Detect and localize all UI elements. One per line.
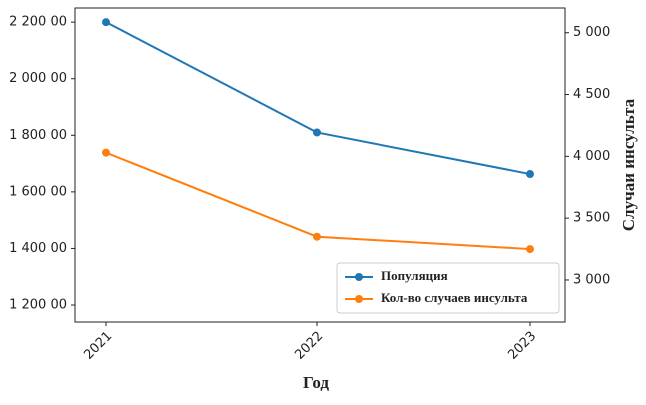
y2-tick-label: 4 500: [573, 87, 610, 102]
legend-label: Кол-во случаев инсульта: [381, 290, 528, 305]
y-tick-label: 1 800 00: [9, 128, 67, 143]
y2-tick-label: 4 000: [573, 149, 610, 164]
y2-tick-label: 3 500: [573, 211, 610, 226]
legend-marker: [355, 273, 363, 281]
y-tick-label: 2 200 00: [9, 15, 67, 30]
y-tick-label: 1 400 00: [9, 241, 67, 256]
x-tick-label: 2022: [292, 329, 326, 363]
legend-box: [336, 262, 560, 314]
y2-axis-label: Случаи инсульта: [619, 98, 638, 231]
y-tick-label: 1 200 00: [9, 298, 67, 313]
point: [526, 245, 534, 254]
y-tick-label: 2 000 00: [9, 71, 67, 86]
x-tick-label: 2023: [505, 329, 539, 363]
point: [526, 170, 534, 179]
x-tick-label: 2021: [81, 329, 115, 363]
y2-tick-label: 3 000: [573, 272, 610, 287]
legend-marker: [355, 295, 363, 303]
legend-label: Популяция: [381, 268, 448, 283]
plot-frame: [74, 7, 566, 323]
line: [105, 21, 531, 176]
point: [313, 232, 321, 241]
point: [102, 148, 110, 157]
y-tick-label: 1 600 00: [9, 184, 67, 199]
y2-tick-label: 5 000: [573, 25, 610, 40]
point: [102, 18, 110, 27]
x-axis-label: Год: [303, 373, 329, 392]
point: [313, 128, 321, 137]
